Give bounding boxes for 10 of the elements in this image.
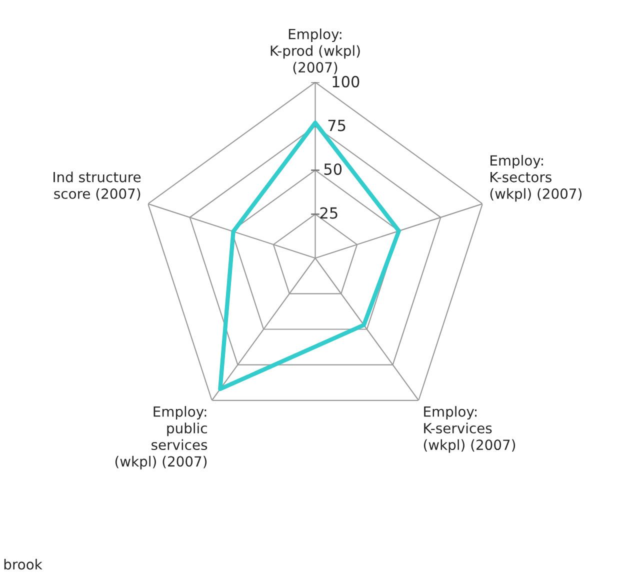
text: brook: [4, 558, 42, 570]
y-tick-label: 75: [328, 120, 346, 132]
y-tick-label: 25: [320, 207, 338, 219]
spoke-label: Employ: K-sectors (wkpl) (2007): [490, 154, 582, 202]
spoke-label: Employ: K-services (wkpl) (2007): [424, 406, 516, 453]
y-tick-label: 100: [332, 76, 360, 88]
spoke-label: Employ: K-prod (wkpl) (2007): [270, 28, 360, 74]
spoke-label: Ind structure score (2007): [54, 172, 141, 201]
spoke-label: Employ: public services (wkpl) (2007): [115, 406, 208, 470]
y-tick-label: 50: [324, 163, 342, 175]
